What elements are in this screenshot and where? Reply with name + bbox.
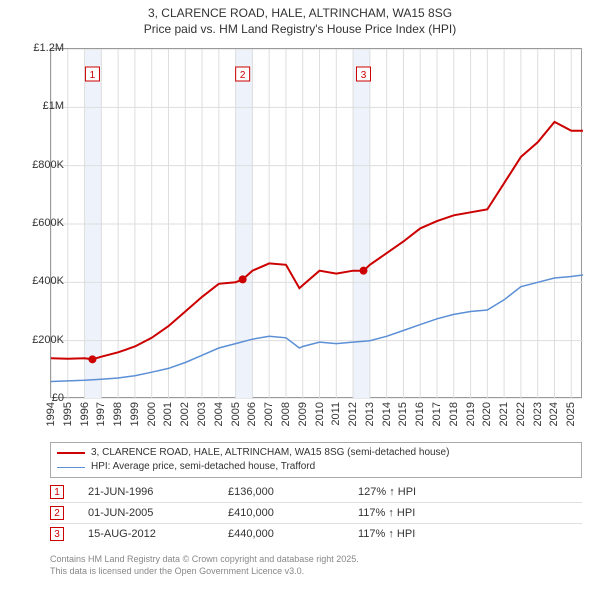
- sale-date: 01-JUN-2005: [88, 507, 228, 519]
- sale-date: 21-JUN-1996: [88, 486, 228, 498]
- legend-swatch-hpi: [57, 467, 85, 468]
- x-tick-label: 2004: [213, 402, 225, 426]
- x-tick-label: 2003: [196, 402, 208, 426]
- title-line-2: Price paid vs. HM Land Registry's House …: [144, 22, 456, 36]
- sales-row: 2 01-JUN-2005£410,000117% ↑ HPI: [50, 503, 582, 524]
- sales-row: 3 15-AUG-2012£440,000117% ↑ HPI: [50, 524, 582, 544]
- sales-table: 1 21-JUN-1996£136,000127% ↑ HPI 2 01-JUN-20…: [50, 482, 582, 544]
- footer: Contains HM Land Registry data © Crown c…: [50, 554, 359, 577]
- plot-area: 1 2 3: [50, 48, 582, 398]
- sale-price: £136,000: [228, 486, 358, 498]
- legend: 3, CLARENCE ROAD, HALE, ALTRINCHAM, WA15…: [50, 442, 582, 478]
- y-tick-label: £400K: [32, 275, 64, 287]
- x-tick-label: 2006: [246, 402, 258, 426]
- y-tick-label: £800K: [32, 159, 64, 171]
- footer-line-2: This data is licensed under the Open Gov…: [50, 566, 304, 576]
- x-tick-label: 2020: [481, 402, 493, 426]
- sale-price: £410,000: [228, 507, 358, 519]
- legend-row-hpi: HPI: Average price, semi-detached house,…: [57, 460, 575, 474]
- sale-hpi: 127% ↑ HPI: [358, 486, 582, 498]
- x-tick-label: 2016: [414, 402, 426, 426]
- x-tick-label: 1999: [129, 402, 141, 426]
- y-tick-label: £1.2M: [33, 42, 64, 54]
- y-tick-label: £600K: [32, 217, 64, 229]
- y-tick-label: £1M: [43, 100, 64, 112]
- y-tick-label: £200K: [32, 334, 64, 346]
- svg-text:1: 1: [90, 70, 96, 81]
- legend-label-price: 3, CLARENCE ROAD, HALE, ALTRINCHAM, WA15…: [91, 446, 449, 460]
- svg-text:2: 2: [240, 70, 246, 81]
- x-tick-label: 2021: [498, 402, 510, 426]
- svg-text:3: 3: [361, 70, 367, 81]
- legend-row-price: 3, CLARENCE ROAD, HALE, ALTRINCHAM, WA15…: [57, 446, 575, 460]
- x-tick-label: 2018: [448, 402, 460, 426]
- x-tick-label: 2013: [364, 402, 376, 426]
- chart-title: 3, CLARENCE ROAD, HALE, ALTRINCHAM, WA15…: [0, 0, 600, 37]
- sale-hpi: 117% ↑ HPI: [358, 507, 582, 519]
- sale-marker-box: 2: [50, 506, 64, 520]
- x-tick-label: 2009: [297, 402, 309, 426]
- sales-row: 1 21-JUN-1996£136,000127% ↑ HPI: [50, 482, 582, 503]
- x-tick-label: 2024: [548, 402, 560, 426]
- x-tick-label: 2001: [162, 402, 174, 426]
- legend-swatch-price: [57, 452, 85, 454]
- footer-line-1: Contains HM Land Registry data © Crown c…: [50, 554, 359, 564]
- legend-label-hpi: HPI: Average price, semi-detached house,…: [91, 460, 315, 474]
- x-tick-label: 2012: [347, 402, 359, 426]
- sale-date: 15-AUG-2012: [88, 528, 228, 540]
- title-line-1: 3, CLARENCE ROAD, HALE, ALTRINCHAM, WA15…: [148, 6, 452, 20]
- sale-hpi: 117% ↑ HPI: [358, 528, 582, 540]
- x-tick-label: 2007: [263, 402, 275, 426]
- x-tick-label: 2023: [532, 402, 544, 426]
- x-tick-label: 2010: [314, 402, 326, 426]
- x-tick-label: 2019: [465, 402, 477, 426]
- x-tick-label: 2011: [330, 402, 342, 426]
- x-tick-label: 2015: [397, 402, 409, 426]
- sale-marker-box: 3: [50, 527, 64, 541]
- x-tick-label: 1997: [95, 402, 107, 426]
- x-tick-label: 2014: [381, 402, 393, 426]
- x-tick-label: 2002: [179, 402, 191, 426]
- x-tick-label: 2022: [515, 402, 527, 426]
- sale-price: £440,000: [228, 528, 358, 540]
- x-tick-label: 1995: [62, 402, 74, 426]
- plot-svg: 1 2 3: [51, 49, 583, 399]
- x-tick-label: 2017: [431, 402, 443, 426]
- x-tick-label: 1994: [45, 402, 57, 426]
- x-tick-label: 2000: [146, 402, 158, 426]
- x-tick-label: 2005: [230, 402, 242, 426]
- x-tick-label: 2025: [565, 402, 577, 426]
- chart-container: 3, CLARENCE ROAD, HALE, ALTRINCHAM, WA15…: [0, 0, 600, 590]
- x-tick-label: 2008: [280, 402, 292, 426]
- x-tick-label: 1996: [79, 402, 91, 426]
- x-tick-label: 1998: [112, 402, 124, 426]
- sale-marker-box: 1: [50, 485, 64, 499]
